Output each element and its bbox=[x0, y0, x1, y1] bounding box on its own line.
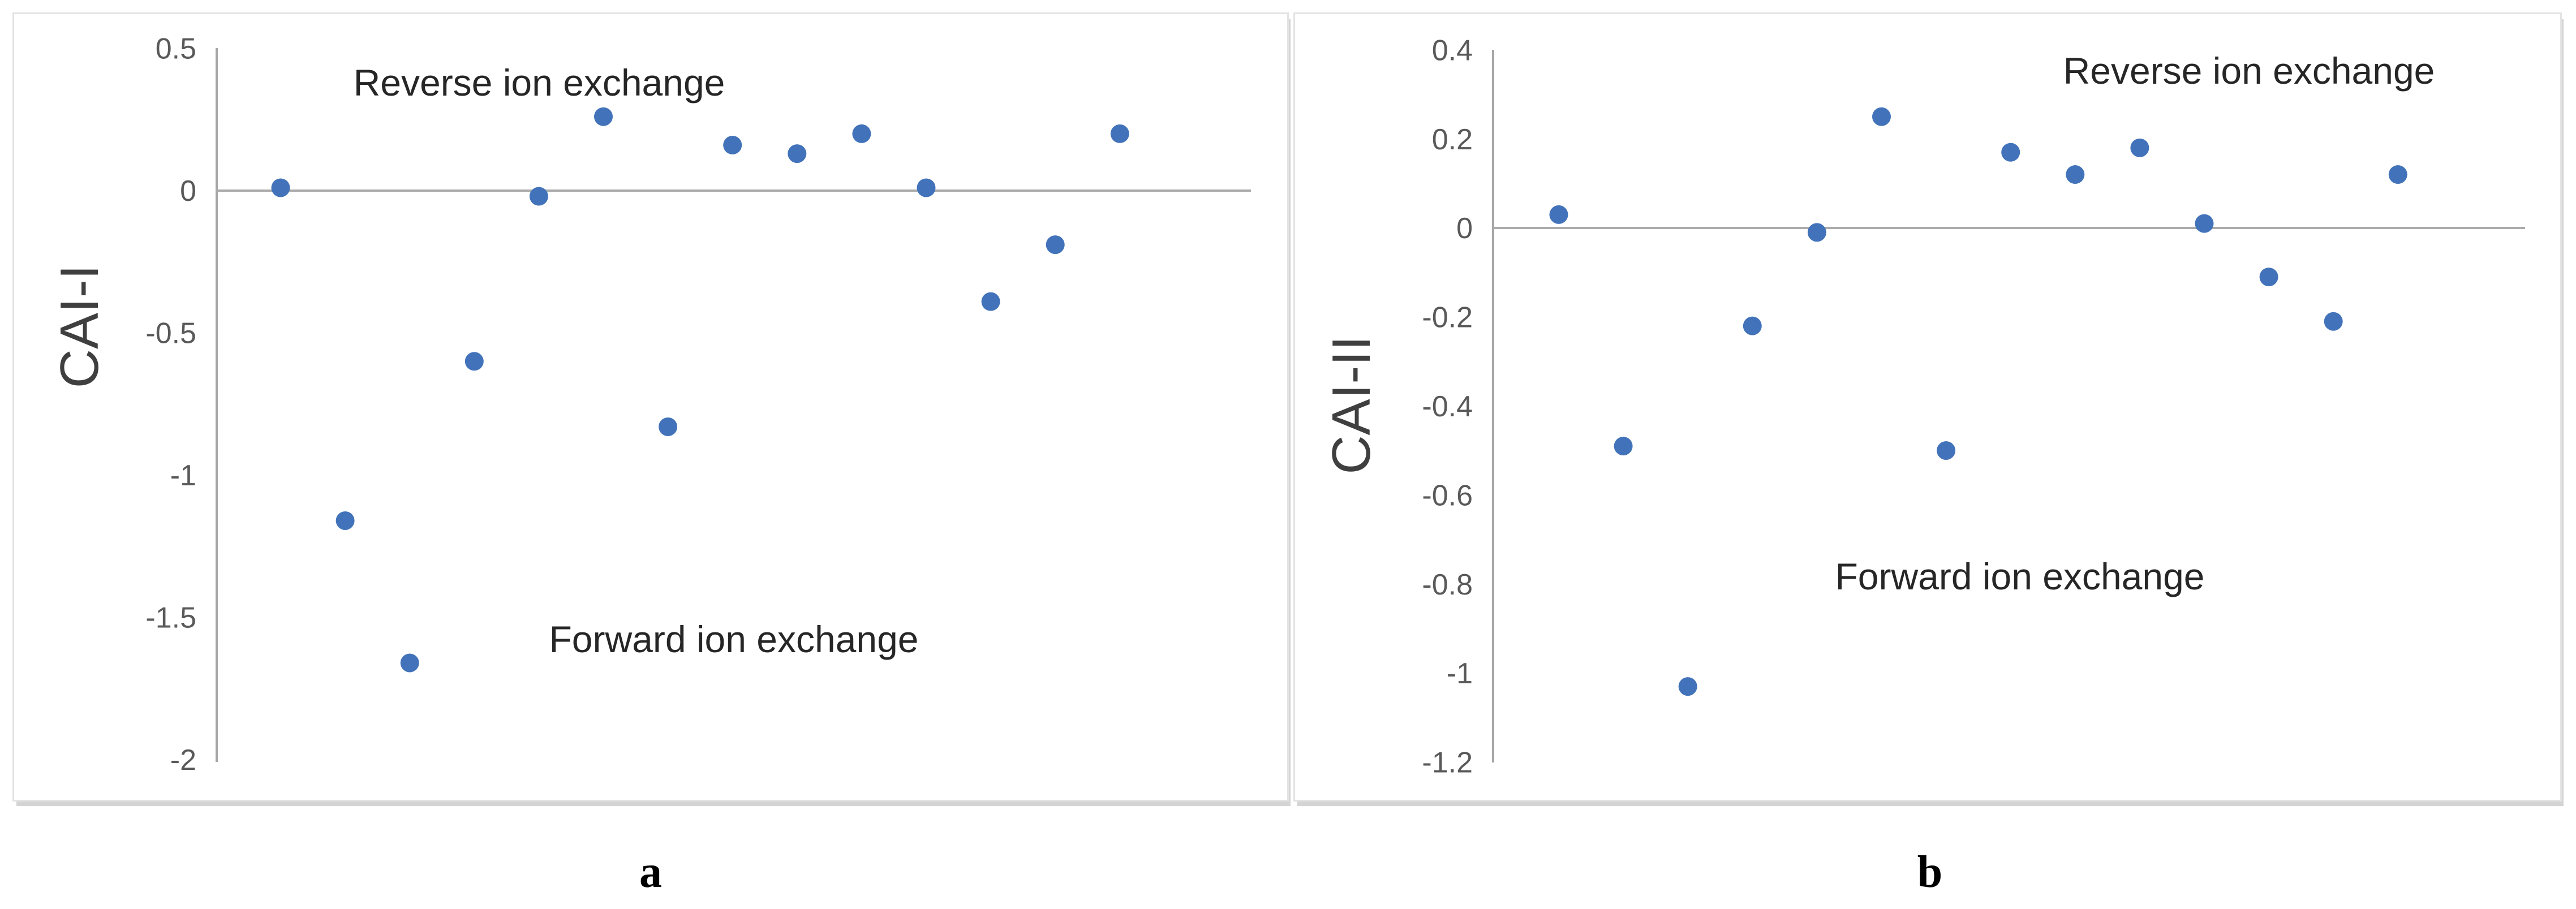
data-point bbox=[336, 511, 355, 530]
annotation-reverse-ion-exchange: Reverse ion exchange bbox=[354, 62, 725, 104]
panel-a-caption: a bbox=[639, 847, 662, 897]
data-point bbox=[659, 417, 678, 436]
y-tick-label: -0.6 bbox=[1422, 479, 1473, 512]
annotation-reverse-ion-exchange: Reverse ion exchange bbox=[2063, 50, 2435, 92]
data-point bbox=[1549, 205, 1568, 224]
data-point bbox=[723, 136, 742, 155]
data-point bbox=[1743, 316, 1762, 335]
y-tick-label: 0.4 bbox=[1432, 34, 1473, 67]
data-point bbox=[2324, 312, 2343, 331]
y-tick-label: 0.5 bbox=[156, 33, 196, 66]
annotation-forward-ion-exchange: Forward ion exchange bbox=[1835, 555, 2204, 597]
data-point bbox=[1614, 437, 1633, 456]
data-point bbox=[1872, 107, 1891, 126]
data-point bbox=[1678, 677, 1697, 696]
y-tick-label: -0.2 bbox=[1422, 301, 1473, 334]
scatter-chart-cai-ii: 0.4 0.2 0 -0.2 -0.4 -0.6 -0.8 -1 -1.2 Reverse ion… bbox=[1321, 34, 2525, 779]
data-point bbox=[2001, 143, 2020, 162]
y-tick-label: 0 bbox=[1456, 212, 1473, 245]
chart-panel-b: 0.4 0.2 0 -0.2 -0.4 -0.6 -0.8 -1 -1.2 Reverse ion… bbox=[1293, 12, 2562, 802]
data-point bbox=[2130, 138, 2149, 157]
data-point bbox=[1046, 235, 1065, 255]
data-point bbox=[788, 144, 807, 163]
data-point bbox=[2195, 214, 2214, 233]
scatter-chart-cai-i: 0.5 0 -0.5 -1 -1.5 -2 Reverse ion exchange Forw… bbox=[49, 33, 1251, 777]
y-tick-label: 0 bbox=[180, 175, 196, 208]
data-point bbox=[2388, 165, 2407, 184]
y-tick-label: -0.4 bbox=[1422, 390, 1473, 423]
y-axis-title: CAI-II bbox=[1321, 335, 1382, 474]
y-axis-title: CAI-I bbox=[49, 265, 110, 389]
annotation-forward-ion-exchange: Forward ion exchange bbox=[549, 618, 918, 660]
data-point bbox=[2066, 165, 2085, 184]
y-tick-label: 0.2 bbox=[1432, 123, 1473, 156]
data-point bbox=[2259, 268, 2278, 287]
y-tick-label: -1 bbox=[1447, 657, 1473, 690]
y-tick-label: -1.5 bbox=[145, 602, 196, 635]
data-point bbox=[1110, 124, 1129, 143]
y-tick-label: -2 bbox=[170, 744, 196, 777]
data-point bbox=[465, 352, 484, 371]
data-point bbox=[1937, 441, 1956, 460]
data-point bbox=[1807, 223, 1826, 242]
data-point bbox=[529, 187, 548, 206]
data-point bbox=[852, 124, 871, 143]
chart-panel-a: 0.5 0 -0.5 -1 -1.5 -2 Reverse ion exchange Forw… bbox=[12, 12, 1289, 802]
y-tick-label: -0.5 bbox=[145, 317, 196, 350]
data-point bbox=[917, 178, 936, 197]
data-point bbox=[594, 107, 613, 126]
y-tick-label: -0.8 bbox=[1422, 568, 1473, 601]
data-point bbox=[981, 292, 1000, 311]
data-point bbox=[400, 653, 419, 673]
panel-b-caption: b bbox=[1917, 847, 1943, 897]
y-tick-label: -1 bbox=[170, 459, 196, 492]
y-tick-label: -1.2 bbox=[1422, 747, 1473, 779]
data-point bbox=[271, 178, 290, 197]
